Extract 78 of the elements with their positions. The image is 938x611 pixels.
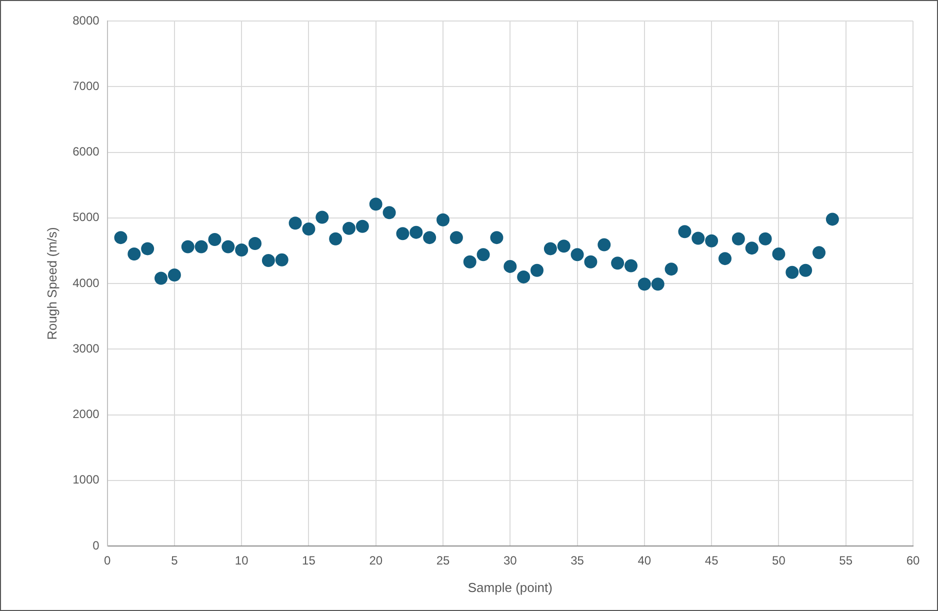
point	[141, 242, 154, 256]
y-tick-label: 7000	[72, 78, 100, 93]
point	[718, 252, 732, 266]
point	[799, 264, 812, 277]
y-tick-label: 6000	[72, 144, 100, 159]
point	[436, 213, 450, 226]
point	[329, 232, 342, 246]
x-axis-title: Sample (point)	[468, 580, 552, 595]
point	[450, 231, 463, 244]
point	[128, 247, 141, 260]
point	[168, 268, 181, 282]
y-axis-title: Rough Speed (m/s)	[44, 227, 60, 340]
x-tick-label: 10	[234, 554, 249, 568]
point	[490, 231, 504, 244]
point	[517, 270, 530, 284]
point	[463, 255, 476, 268]
point	[664, 262, 678, 276]
point	[570, 248, 584, 262]
point	[758, 232, 772, 246]
point	[544, 242, 557, 256]
x-tick-label: 60	[906, 554, 920, 568]
point	[624, 259, 638, 272]
point	[208, 233, 222, 246]
point	[396, 227, 410, 240]
y-tick-label: 3000	[72, 341, 100, 356]
point	[181, 240, 194, 254]
point	[248, 236, 262, 250]
y-tick-label: 4000	[72, 276, 100, 290]
point	[476, 248, 490, 262]
point	[732, 232, 745, 246]
point	[692, 232, 705, 245]
y-tick-label: 8000	[72, 13, 100, 28]
point	[423, 231, 436, 244]
y-tick-label: 0	[92, 538, 100, 552]
point	[316, 210, 329, 224]
x-tick-label: 25	[436, 554, 450, 568]
point	[302, 222, 316, 236]
point	[826, 212, 839, 226]
point	[194, 240, 208, 254]
point	[262, 254, 275, 268]
x-tick-label: 5	[171, 554, 178, 568]
x-tick-label: 20	[369, 554, 383, 568]
point	[288, 216, 302, 230]
point	[786, 266, 799, 279]
point	[584, 255, 598, 268]
x-tick-label: 50	[772, 554, 786, 568]
y-tick-label: 1000	[72, 472, 100, 487]
point	[772, 247, 786, 260]
x-tick-label: 40	[638, 554, 652, 568]
point	[651, 278, 664, 291]
point	[598, 238, 611, 252]
point	[812, 246, 826, 260]
y-tick-label: 5000	[72, 210, 100, 224]
point	[410, 226, 423, 239]
point	[530, 264, 544, 277]
point	[705, 234, 718, 248]
x-tick-label: 35	[570, 554, 584, 568]
point	[235, 244, 248, 257]
x-tick-label: 30	[503, 554, 518, 568]
x-tick-label: 15	[302, 554, 316, 568]
x-tick-label: 45	[704, 554, 719, 568]
point	[222, 240, 235, 254]
point	[342, 222, 356, 235]
point	[356, 220, 369, 233]
x-tick-label: 55	[839, 554, 853, 568]
point	[382, 206, 396, 220]
point	[678, 225, 692, 238]
x-tick-label: 0	[104, 554, 111, 568]
point	[745, 242, 758, 255]
point	[611, 256, 624, 270]
point	[557, 240, 570, 253]
point	[275, 253, 288, 266]
y-tick-label: 2000	[72, 407, 100, 422]
point	[154, 272, 168, 285]
point	[369, 198, 382, 211]
point	[504, 260, 517, 273]
point	[114, 231, 128, 244]
point	[638, 278, 651, 291]
